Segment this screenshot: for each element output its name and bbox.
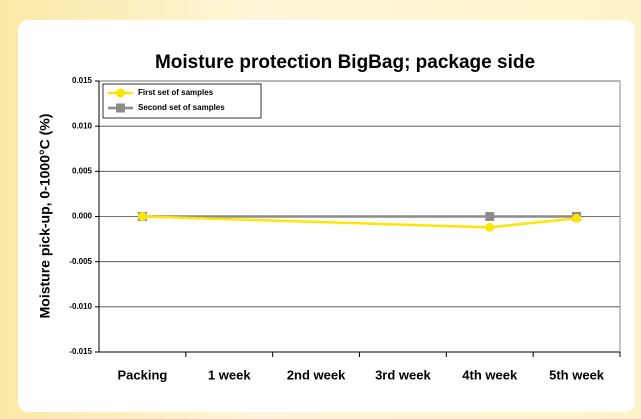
y-tick-label: 0.010 <box>72 121 93 130</box>
series-line <box>142 215 577 229</box>
legend-marker <box>116 103 125 113</box>
point <box>572 213 582 223</box>
x-tick-label: 2nd week <box>287 367 346 382</box>
point <box>137 212 147 221</box>
y-tick-label: 0.015 <box>72 76 93 85</box>
y-tick-label: -0.015 <box>69 347 92 356</box>
point <box>485 222 495 232</box>
x-tick-label: Packing <box>117 367 167 382</box>
legend-box <box>102 83 262 119</box>
x-tick-label: 1 week <box>208 367 251 382</box>
y-tick-label: -0.005 <box>69 257 92 266</box>
chart-title: Moisture protection BigBag; package side <box>155 52 535 73</box>
legend-label: Second set of samples <box>138 103 225 112</box>
y-tick-label: 0.000 <box>72 212 93 221</box>
x-tick-label: 4th week <box>462 367 518 382</box>
y-axis-label: Moisture pick-up, 0-1000°C (%) <box>37 114 53 319</box>
x-tick-label: 3rd week <box>375 367 431 382</box>
legend-marker <box>116 88 125 98</box>
y-tick-label: -0.010 <box>69 302 92 311</box>
legend-label: First set of samples <box>138 88 214 97</box>
x-tick-label: 5th week <box>549 367 605 382</box>
point <box>485 212 495 221</box>
y-tick-label: 0.005 <box>72 166 93 175</box>
